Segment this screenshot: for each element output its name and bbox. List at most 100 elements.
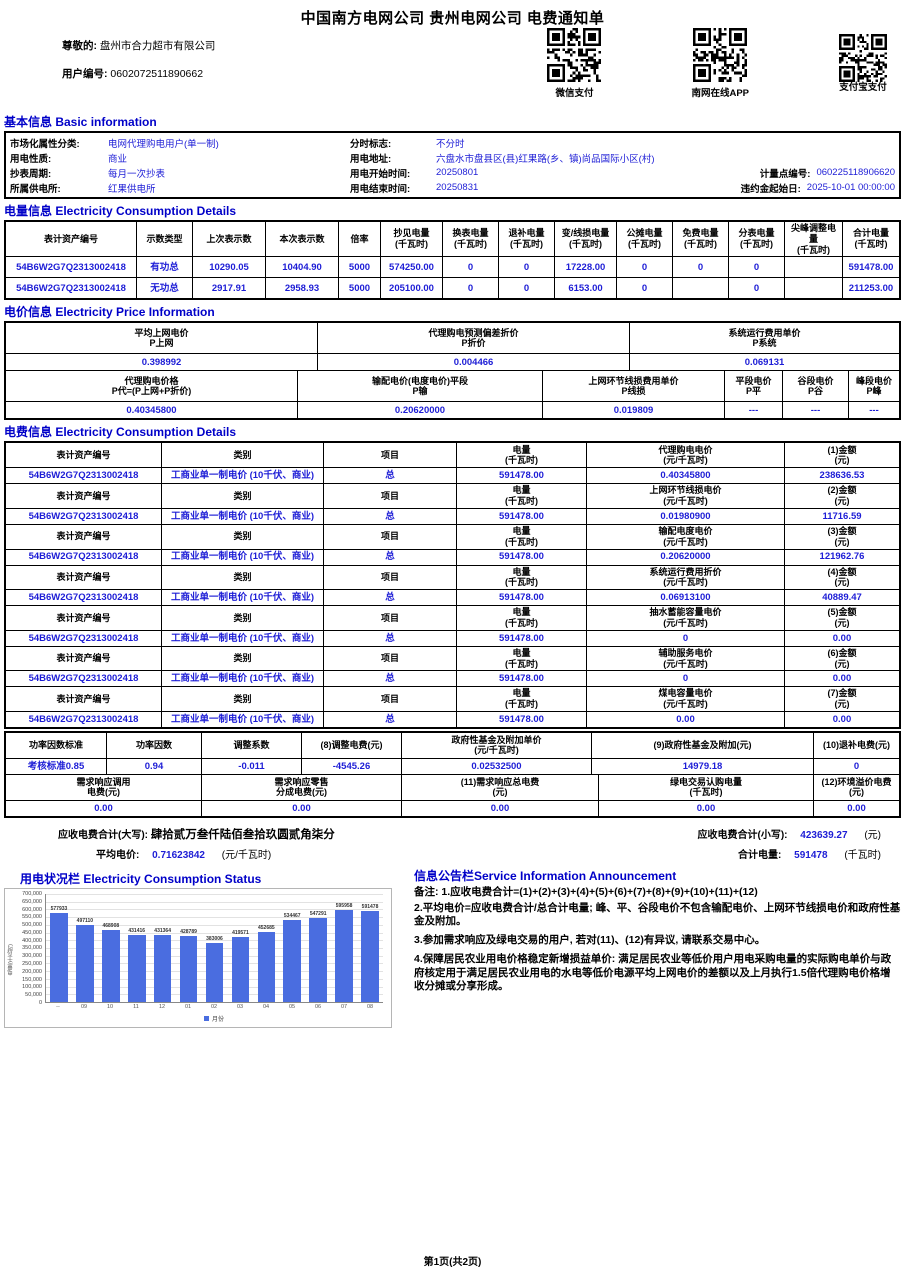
table-cell bbox=[784, 278, 842, 299]
table-cell: 类别 bbox=[161, 606, 323, 630]
table-cell: 10290.05 bbox=[192, 257, 265, 278]
total-kwh-unit: (千瓦时) bbox=[844, 849, 881, 861]
addressee-line: 尊敬的: 盘州市合力超市有限公司 bbox=[62, 38, 215, 53]
table-cell: 0 bbox=[672, 257, 728, 278]
table-cell: 上次表示数 bbox=[192, 222, 265, 257]
table-cell: 54B6W2G7Q2313002418 bbox=[28, 713, 139, 725]
table-cell bbox=[784, 257, 842, 278]
table-row: 表计资产编号 类别 项目 电量 (千瓦时) 系统运行费用折价 (元/千瓦时) (4)金额 … bbox=[6, 564, 899, 590]
table-cell: 0.00 bbox=[598, 800, 813, 816]
table-cell: 表计资产编号 bbox=[56, 693, 111, 704]
x-axis-labels: -- 09 10 11 12 01 02 03 04 05 06 07 08 bbox=[45, 1003, 383, 1013]
table-cell: 考核标准0.85 bbox=[27, 760, 85, 772]
x-tick-label: 09 bbox=[80, 1003, 88, 1010]
table-cell: (3)金额 (元) bbox=[784, 524, 899, 549]
bar-slot: 595958 bbox=[331, 894, 357, 1002]
table-cell: 591478.00 bbox=[456, 590, 586, 606]
table-cell: 系统运行费用单价 P系统 bbox=[629, 323, 899, 354]
total-cn-value: 肆拾贰万叁仟陆佰叁拾玖圆贰角柒分 bbox=[150, 828, 335, 841]
summary-block: 应收电费合计(大写): 肆拾贰万叁仟陆佰叁拾玖圆贰角柒分 应收电费合计(小写):… bbox=[10, 826, 895, 861]
customer-name: 盘州市合力超市有限公司 bbox=[99, 40, 216, 52]
bar-value-label: 497110 bbox=[76, 918, 94, 925]
table-cell: 有功总 bbox=[136, 257, 192, 278]
table-cell: 合计电量 (千瓦时) bbox=[842, 222, 899, 257]
table-cell: 591478.00 bbox=[456, 671, 586, 687]
table-cell: 591478.00 bbox=[456, 508, 586, 524]
table-cell: 类别 bbox=[161, 565, 323, 590]
qr-csg-app: 南网在线APP bbox=[691, 28, 749, 99]
dear-label: 尊敬的: bbox=[62, 40, 97, 52]
table-cell: 需求响应调用 电费(元) bbox=[76, 776, 131, 798]
table-cell: 54B6W2G7Q2313002418 bbox=[16, 282, 126, 294]
consumption-table: 表计资产编号 示数类型 上次表示数 本次表示数 倍率 抄见电量 (千瓦时) 换表电量 (千瓦… bbox=[4, 220, 901, 301]
table-row: 表计资产编号 类别 项目 电量 (千瓦时) 辅助服务电价 (元/千瓦时) (6)金额 (元… bbox=[6, 645, 899, 671]
total-kwh: 合计电量: 591478 (千瓦时) bbox=[738, 846, 881, 861]
table-cell: 调整系数 bbox=[201, 732, 301, 758]
table-cell: 平均上网电价 P上网 bbox=[134, 327, 189, 349]
gridline bbox=[46, 940, 383, 942]
table-cell: 无功总 bbox=[136, 278, 192, 299]
x-tick-label: 01 bbox=[184, 1003, 192, 1010]
table-cell: 政府性基金及附加单价 (元/千瓦时) bbox=[401, 732, 591, 758]
field-tou-flag: 分时标志: 不分时 bbox=[350, 135, 670, 150]
table-cell: 绿电交易认购电量 (千瓦时) bbox=[598, 774, 813, 800]
table-row: 0.00 0.00 0.00 0.00 0.00 bbox=[6, 799, 899, 816]
table-cell: 退补电量 (千瓦时) bbox=[498, 222, 554, 257]
y-tick-label: 100,000 bbox=[22, 984, 42, 991]
qr-wechat-pay: 微信支付 bbox=[547, 28, 602, 99]
bar-slot: 591478 bbox=[357, 894, 383, 1002]
y-axis-title: 电量(千瓦时) bbox=[8, 943, 14, 976]
y-tick-label: 250,000 bbox=[22, 961, 42, 968]
field-value: 电网代理购电用户(单一制) bbox=[108, 138, 219, 150]
bar-value-label: 534467 bbox=[283, 912, 301, 919]
announcement-note: 备注: 1.应收电费合计=(1)+(2)+(3)+(4)+(5)+(6)+(7)… bbox=[414, 885, 758, 898]
total-num: 应收电费合计(小写): 423639.27 (元) bbox=[697, 826, 881, 841]
table-cell: 总 bbox=[323, 711, 456, 727]
y-tick-label: 400,000 bbox=[22, 937, 42, 944]
table-row: 考核标准0.85 0.94 -0.011 -4545.26 0.02532500 1497… bbox=[6, 757, 899, 774]
table-cell: 本次表示数 bbox=[265, 222, 338, 257]
section-basic-info: 基本信息 Basic information bbox=[4, 115, 157, 129]
table-cell: 上网环节线损电价 (元/千瓦时) bbox=[586, 484, 784, 508]
table-cell: 0 bbox=[728, 257, 784, 278]
table-cell: 591478.00 bbox=[456, 468, 586, 484]
table-cell: 工商业单一制电价 (10千伏、商业) bbox=[161, 671, 323, 687]
table-cell: 0 bbox=[728, 278, 784, 299]
table-row: 54B6W2G7Q2313002418 工商业单一制电价 (10千伏、商业) 总 59… bbox=[6, 670, 899, 687]
table-row: 54B6W2G7Q2313002418 工商业单一制电价 (10千伏、商业) 总 59… bbox=[6, 710, 899, 727]
table-cell: 591478.00 bbox=[456, 549, 586, 565]
gridline bbox=[46, 901, 383, 903]
table-cell: 238636.53 bbox=[784, 468, 899, 484]
y-tick-label: 600,000 bbox=[22, 906, 42, 913]
bar-value-label: 419571 bbox=[232, 930, 249, 937]
table-cell: 尖峰调整电量 (千瓦时) bbox=[784, 222, 842, 257]
basic-info-row: 市场化属性分类: 电网代理购电用户(单一制) 分时标志: 不分时 bbox=[10, 135, 895, 150]
user-no-label: 用户编号: bbox=[62, 68, 108, 80]
demand-response-table: 需求响应调用 电费(元) 需求响应零售 分成电费(元) (11)需求响应总电费 (元… bbox=[4, 773, 901, 818]
table-cell: 0.00 bbox=[784, 630, 899, 646]
bar-slot: 431364 bbox=[150, 894, 176, 1002]
table-cell: 54B6W2G7Q2313002418 bbox=[28, 591, 139, 603]
table-cell: 项目 bbox=[323, 484, 456, 508]
section-announcement: 信息公告栏Service Information Announcement bbox=[414, 868, 677, 883]
table-cell: 抄见电量 (千瓦时) bbox=[380, 222, 442, 257]
fee-table: 表计资产编号 类别 项目 电量 (千瓦时) 代理购电电价 (元/千瓦时) (1)金额 (元… bbox=[4, 441, 901, 729]
total-cn-label: 应收电费合计(大写): bbox=[58, 829, 148, 841]
power-factor-table: 功率因数标准 功率因数 调整系数 (8)调整电费(元) 政府性基金及附加单价 (元/千瓦… bbox=[4, 730, 901, 774]
table-cell: 5000 bbox=[338, 278, 380, 299]
table-cell: 0 bbox=[586, 671, 784, 687]
bar bbox=[309, 917, 327, 1002]
basic-info-box: 市场化属性分类: 电网代理购电用户(单一制) 分时标志: 不分时 用电性质: 商业 用… bbox=[4, 131, 901, 199]
y-tick-label: 0 bbox=[38, 999, 42, 1006]
field-end-date: 用电结束时间: 20250831 bbox=[350, 180, 670, 195]
table-cell: 0 bbox=[813, 758, 899, 774]
table-cell: --- bbox=[848, 402, 899, 419]
bar-value-label: 468908 bbox=[102, 922, 120, 929]
table-cell: (11)需求响应总电费 (元) bbox=[401, 774, 598, 800]
field-label: 用电结束时间: bbox=[350, 183, 411, 195]
table-cell: 0.019809 bbox=[542, 402, 724, 419]
table-cell: 表计资产编号 bbox=[56, 571, 111, 582]
table-cell: (4)金额 (元) bbox=[784, 565, 899, 590]
announcement-note: 4.保障居民农业用电价格稳定新增损益单价: 满足居民农业等低价用户用电采购电量的… bbox=[414, 953, 892, 992]
